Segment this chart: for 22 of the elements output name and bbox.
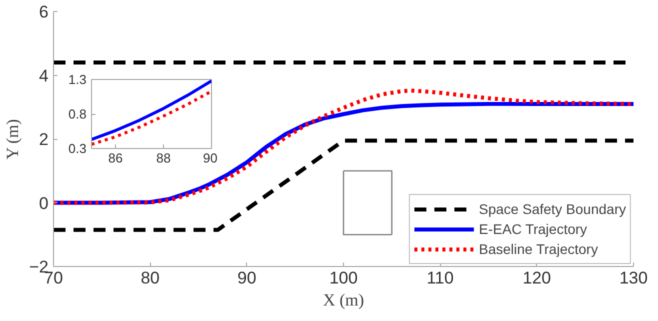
y-tick-label: 1.3	[68, 72, 87, 87]
x-tick-label: 88	[156, 150, 171, 166]
y-tick-label: 0	[39, 194, 49, 213]
x-tick-label: 90	[237, 268, 256, 288]
x-tick-label: 100	[329, 268, 358, 288]
x-axis-title: X (m)	[322, 290, 364, 310]
y-tick-label: 2	[39, 130, 49, 149]
y-tick-label: 6	[39, 2, 49, 22]
x-tick-label: 86	[108, 150, 123, 166]
x-tick-label: 130	[619, 268, 648, 288]
y-axis-title: Y (m)	[3, 119, 22, 160]
y-tick-label: 0.8	[68, 106, 87, 122]
x-tick-label: 70	[44, 268, 63, 288]
y-tick-label: 0.3	[68, 141, 87, 156]
legend-label: Baseline Trajectory	[478, 241, 598, 257]
legend-label: E-EAC Trajectory	[478, 221, 588, 237]
x-tick-label: 90	[203, 150, 218, 166]
x-tick-label: 110	[426, 268, 454, 288]
x-tick-label: 120	[522, 268, 552, 288]
x-tick-label: 80	[140, 268, 160, 288]
legend-label: Space Safety Boundary	[478, 201, 626, 217]
y-tick-label: 4	[39, 66, 49, 86]
